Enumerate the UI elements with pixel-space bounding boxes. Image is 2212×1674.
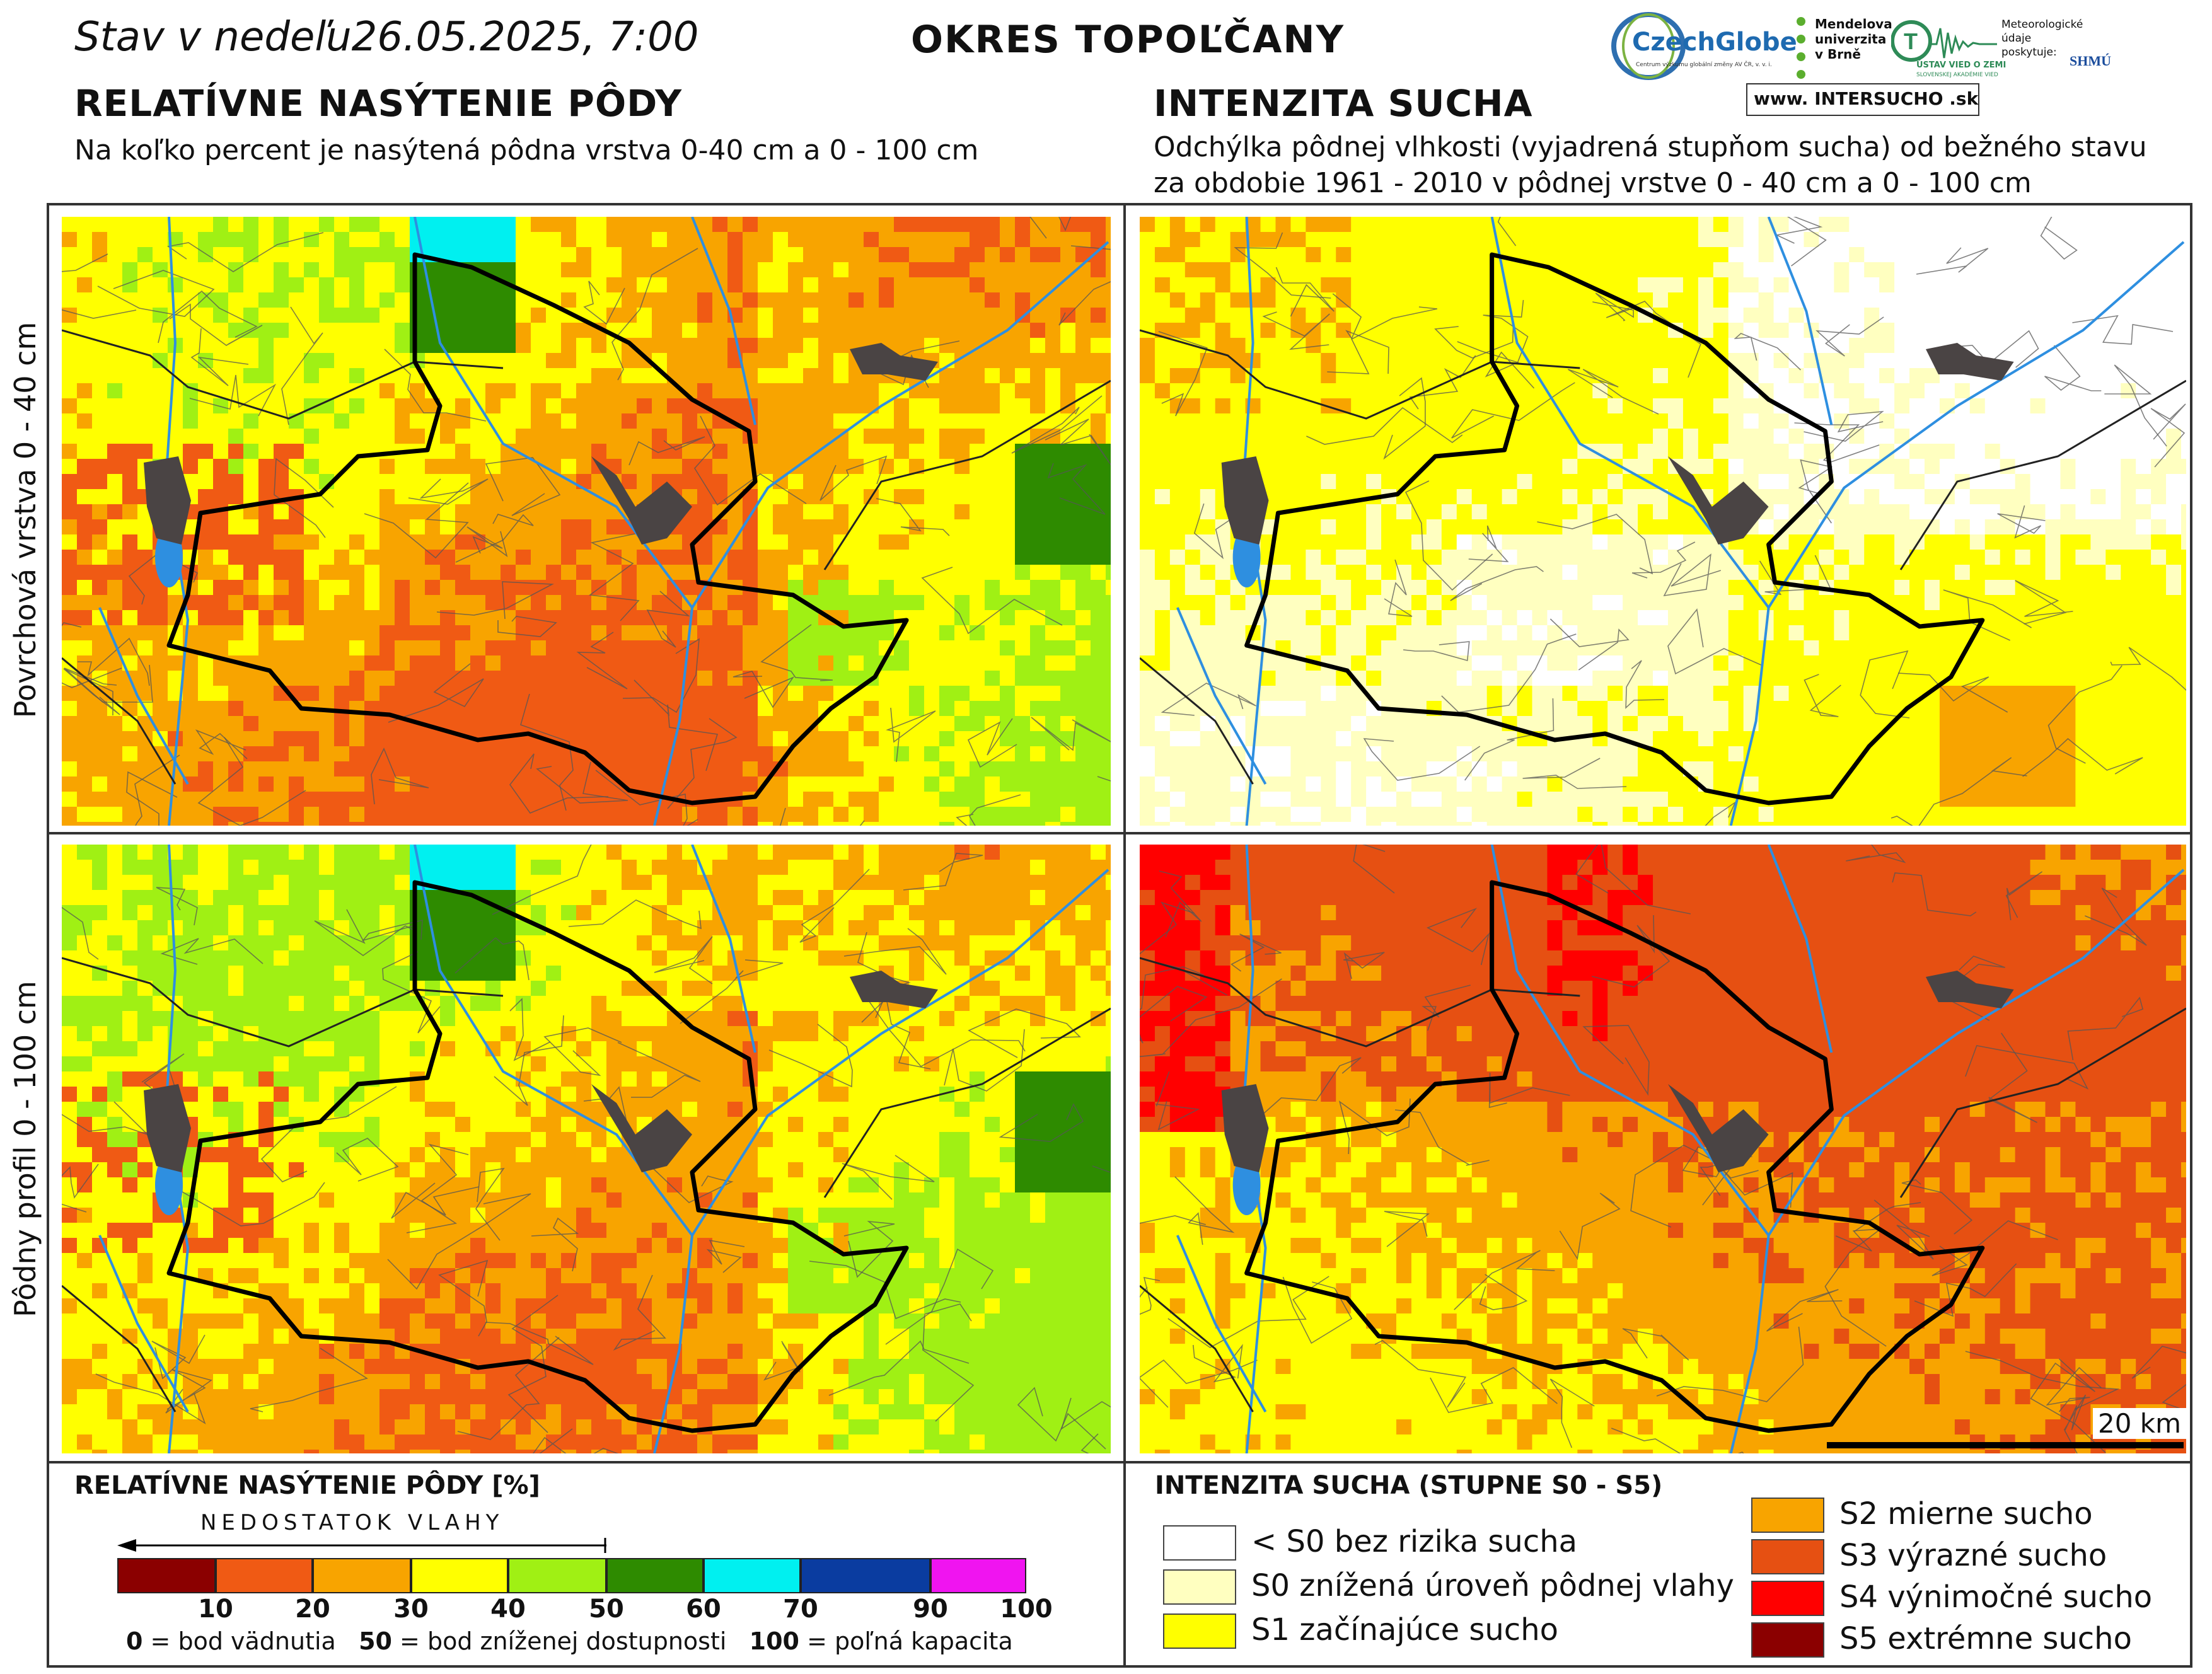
left-section-title: RELATÍVNE NASÝTENIE PÔDY <box>74 82 683 125</box>
legend-left-title: RELATÍVNE NASÝTENIE PÔDY [%] <box>74 1471 540 1500</box>
colorbar-tick-label: 50 <box>589 1595 624 1624</box>
foot-t50: = bod zníženej dostupnosti <box>391 1627 727 1655</box>
left-section-subtitle: Na koľko percent je nasýtená pôdna vrstv… <box>74 134 979 166</box>
meteo-text: Meteorologické údaje poskytuje: <box>2001 18 2083 59</box>
czechglobe-name: CzechGlobe <box>1632 28 1797 57</box>
drought-class-label: < S0 bez rizika sucha <box>1251 1524 1578 1559</box>
colorbar-bin <box>313 1558 411 1593</box>
drought-class-swatch <box>1751 1498 1824 1533</box>
shmu-logo: SHMÚ <box>2070 53 2111 69</box>
row-label-top: Povrchová vrstva 0 - 40 cm <box>8 321 42 719</box>
drought-class-swatch <box>1163 1613 1236 1649</box>
map-drought-0-40 <box>1140 217 2186 826</box>
meteo-provider: Meteorologické údaje poskytuje: SHMÚ <box>2001 18 2128 81</box>
foot-v50: 50 <box>359 1627 392 1655</box>
right-section-subtitle-1: Odchýlka pôdnej vlhkosti (vyjadrená stup… <box>1154 131 2147 163</box>
colorbar-tick-label: 60 <box>686 1595 721 1624</box>
drought-class-swatch <box>1163 1525 1236 1561</box>
czechglobe-logo: CzechGlobe Centrum výzkumu globální změn… <box>1611 11 1800 81</box>
arrow-left-icon <box>117 1538 606 1553</box>
drought-class-label: S5 extrémne sucho <box>1839 1621 2132 1656</box>
colorbar-bin <box>704 1558 801 1593</box>
colorbar-bin <box>801 1558 930 1593</box>
scale-bar <box>1827 1442 2184 1448</box>
foot-t0: = bod vädnutia <box>142 1627 336 1655</box>
globe-icon <box>1611 12 1686 80</box>
date-line: Stav v nedeľu26.05.2025, 7:00 <box>74 14 699 61</box>
scale-bar-label: 20 km <box>2093 1408 2187 1439</box>
district-title: OKRES TOPOĽČANY <box>911 18 1345 62</box>
colorbar-tick-label: 20 <box>295 1595 330 1624</box>
right-section-subtitle-2: za obdobie 1961 - 2010 v pôdnej vrstve 0… <box>1154 167 2032 199</box>
legend-divider-vertical <box>1123 1461 1126 1668</box>
uvz-logo: T ÚSTAV VIED O ZEMI SLOVENSKEJ AKADÉMIE … <box>1891 19 2006 82</box>
drought-class-swatch <box>1751 1539 1824 1574</box>
map-saturation-0-100 <box>62 845 1111 1453</box>
intersucho-text: www. INTERSUCHO .sk <box>1754 88 1979 109</box>
drought-class-swatch <box>1163 1569 1236 1605</box>
drought-class-label: S1 začínajúce sucho <box>1251 1612 1558 1648</box>
foot-v100: 100 <box>749 1627 799 1655</box>
drought-class-label: S3 výrazné sucho <box>1839 1538 2107 1573</box>
colorbar-tick-label: 70 <box>783 1595 818 1624</box>
colorbar-tick-label: 10 <box>198 1595 233 1624</box>
drought-class-label: S0 znížená úroveň pôdnej vlahy <box>1251 1568 1734 1603</box>
seismograph-icon: T <box>1891 20 1997 62</box>
deficit-label: NEDOSTATOK VLAHY <box>200 1510 504 1535</box>
legend-footnote: 0 = bod vädnutia 50 = bod zníženej dostu… <box>126 1627 1013 1655</box>
drought-class-swatch <box>1751 1581 1824 1616</box>
map-svg <box>62 217 1111 826</box>
uvz-subtitle: SLOVENSKEJ AKADÉMIE VIED <box>1916 72 1998 78</box>
row-label-bottom: Pôdny profil 0 - 100 cm <box>8 981 42 1317</box>
colorbar-bin <box>216 1558 313 1593</box>
colorbar-bin <box>508 1558 606 1593</box>
mendelu-logo: Mendelova univerzita v Brně <box>1793 14 1892 83</box>
colorbar-bin <box>117 1558 216 1593</box>
map-saturation-0-40 <box>62 217 1111 826</box>
frame-divider-horizontal-2 <box>47 1461 2192 1463</box>
colorbar-tick-label: 30 <box>393 1595 429 1624</box>
dots-icon <box>1797 17 1805 79</box>
colorbar-bin <box>930 1558 1026 1593</box>
drought-class-label: S4 výnimočné sucho <box>1839 1579 2153 1615</box>
colorbar-tick-label: 100 <box>1000 1595 1053 1624</box>
map-svg <box>1140 845 2186 1453</box>
maps-frame <box>47 203 2192 1668</box>
map-drought-0-100 <box>1140 845 2186 1453</box>
map-svg <box>1140 217 2186 826</box>
colorbar-tick-label: 40 <box>490 1595 526 1624</box>
drought-class-swatch <box>1751 1622 1824 1658</box>
colorbar-tick-label: 90 <box>913 1595 948 1624</box>
czechglobe-subtitle: Centrum výzkumu globální změny AV ČR, v.… <box>1636 62 1772 68</box>
foot-t100: = poľná kapacita <box>799 1627 1013 1655</box>
legend-right-title: INTENZITA SUCHA (STUPNE S0 - S5) <box>1155 1471 1663 1500</box>
deficit-arrow <box>117 1538 606 1553</box>
right-section-title: INTENZITA SUCHA <box>1154 82 1533 125</box>
intersucho-logo: www. INTERSUCHO .sk <box>1746 83 1979 116</box>
drought-class-label: S2 mierne sucho <box>1839 1496 2093 1532</box>
mendelu-name: Mendelova univerzita v Brně <box>1815 16 1892 62</box>
colorbar-bin <box>411 1558 508 1593</box>
colorbar-bin <box>606 1558 704 1593</box>
map-svg <box>62 845 1111 1453</box>
foot-v0: 0 <box>126 1627 143 1655</box>
frame-divider-horizontal-1 <box>47 832 2192 834</box>
svg-text:T: T <box>1904 28 1918 54</box>
uvz-name: ÚSTAV VIED O ZEMI <box>1916 61 2006 70</box>
